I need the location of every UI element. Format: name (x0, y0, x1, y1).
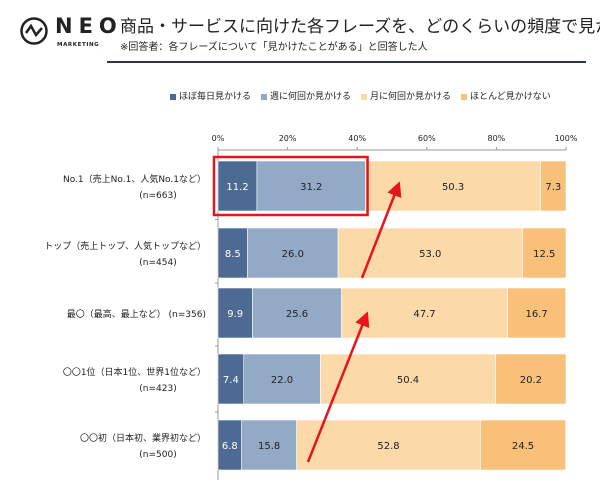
x-tick-label: 80% (488, 134, 506, 143)
legend-swatch (461, 93, 468, 100)
bar-value-label: 11.2 (226, 182, 248, 193)
legend-label: 月に何回か見かける (370, 92, 452, 102)
legend-label: ほぼ毎日見かける (179, 92, 252, 102)
category-label: No.1（売上No.1、人気No.1など） (63, 173, 206, 185)
red-arrow (360, 181, 402, 279)
bar-value-label: 26.0 (282, 249, 304, 260)
legend-item: 週に何回か見かける (261, 89, 351, 102)
legend-label: 週に何回か見かける (270, 92, 352, 102)
category-label: トップ（売上トップ、人気トップなど） (44, 240, 206, 252)
bar-value-label: 52.8 (377, 441, 399, 452)
legend-item: ほぼ毎日見かける (170, 89, 251, 102)
bar-segment (337, 227, 523, 279)
category-label: 〇〇初（日本初、業界初など） (80, 432, 206, 444)
bar-value-label: 50.3 (442, 182, 464, 193)
bar-value-label: 22.0 (271, 375, 293, 386)
bar-segment (252, 287, 342, 339)
bar-segment (507, 287, 566, 339)
bar-value-label: 53.0 (419, 249, 441, 260)
logo-pulse-icon (20, 17, 48, 45)
bar-segment (495, 353, 567, 405)
category-n-label: (n=423) (139, 384, 176, 394)
legend-swatch (261, 93, 268, 100)
chart-title: 商品・サービスに向けた各フレーズを、どのくらいの頻度で見かけるか (120, 17, 600, 37)
bar-segment (241, 419, 297, 471)
bar-value-label: 31.2 (300, 182, 322, 193)
legend: ほぼ毎日見かける 週に何回か見かける 月に何回か見かける ほとんど見かけない (170, 89, 551, 102)
bar-value-label: 7.4 (223, 375, 239, 386)
x-tick-label: 60% (418, 134, 436, 143)
category-label: 最〇（最高、最上など） (n=356) (67, 308, 206, 320)
bar-value-label: 9.9 (227, 309, 243, 320)
x-tick-label: 40% (348, 134, 366, 143)
bar-value-label: 8.5 (225, 249, 241, 260)
legend-item: ほとんど見かけない (461, 89, 551, 102)
legend-label: ほとんど見かけない (470, 92, 551, 102)
bar-segment (365, 160, 541, 212)
x-tick-label: 100% (555, 134, 578, 143)
bar-value-label: 24.5 (512, 441, 534, 452)
category-n-label: (n=663) (139, 191, 176, 201)
bar-segment (296, 419, 481, 471)
bar-value-label: 15.8 (258, 441, 280, 452)
bar-segment (217, 160, 258, 212)
logo-sub: MARKETING (57, 42, 100, 48)
bar-segment (217, 287, 253, 339)
bar-segment (243, 353, 321, 405)
legend-swatch (361, 93, 368, 100)
category-n-label: (n=454) (139, 258, 176, 268)
bar-segment (256, 160, 366, 212)
category-label: 〇〇1位（日本1位、世界1位など） (63, 366, 206, 378)
bar-value-label: 47.7 (413, 309, 435, 320)
bar-value-label: 50.4 (397, 375, 419, 386)
legend-item: 月に何回か見かける (361, 89, 451, 102)
bar-segment (540, 160, 567, 212)
category-n-label: (n=500) (139, 450, 176, 460)
legend-swatch (170, 93, 176, 100)
x-tick-label: 0% (212, 134, 225, 143)
red-arrow (306, 311, 370, 463)
bar-value-label: 20.2 (520, 375, 542, 386)
chart-subtitle: ※回答者：各フレーズについて「見かけたことがある」と回答した人 (120, 42, 428, 53)
bar-segment (217, 227, 248, 279)
x-tick-label: 20% (279, 134, 297, 143)
highlight-box (212, 155, 369, 217)
bar-segment (217, 353, 245, 405)
logo-name: NEO (55, 14, 123, 38)
bar-segment (522, 227, 567, 279)
bar-value-label: 7.3 (545, 182, 561, 193)
bar-value-label: 12.5 (533, 249, 555, 260)
header-divider (107, 61, 586, 63)
bar-segment (480, 419, 566, 471)
bar-value-label: 6.8 (222, 441, 238, 452)
bar-value-label: 25.6 (286, 309, 308, 320)
bar-segment (320, 353, 497, 405)
bar-value-label: 16.7 (525, 309, 547, 320)
